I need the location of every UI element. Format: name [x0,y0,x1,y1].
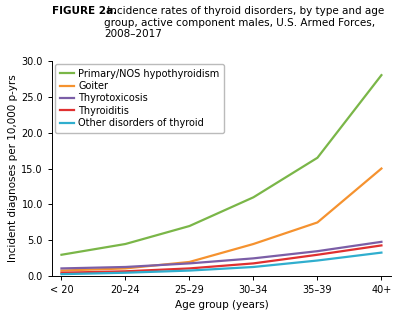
X-axis label: Age group (years): Age group (years) [175,300,268,310]
Y-axis label: Incident diagnoses per 10,000 p-yrs: Incident diagnoses per 10,000 p-yrs [8,75,18,263]
Text: FIGURE 2a.: FIGURE 2a. [52,6,117,16]
Text: Incidence rates of thyroid disorders, by type and age group, active component ma: Incidence rates of thyroid disorders, by… [105,6,385,40]
Legend: Primary/NOS hypothyroidism, Goiter, Thyrotoxicosis, Thyroiditis, Other disorders: Primary/NOS hypothyroidism, Goiter, Thyr… [55,64,224,133]
